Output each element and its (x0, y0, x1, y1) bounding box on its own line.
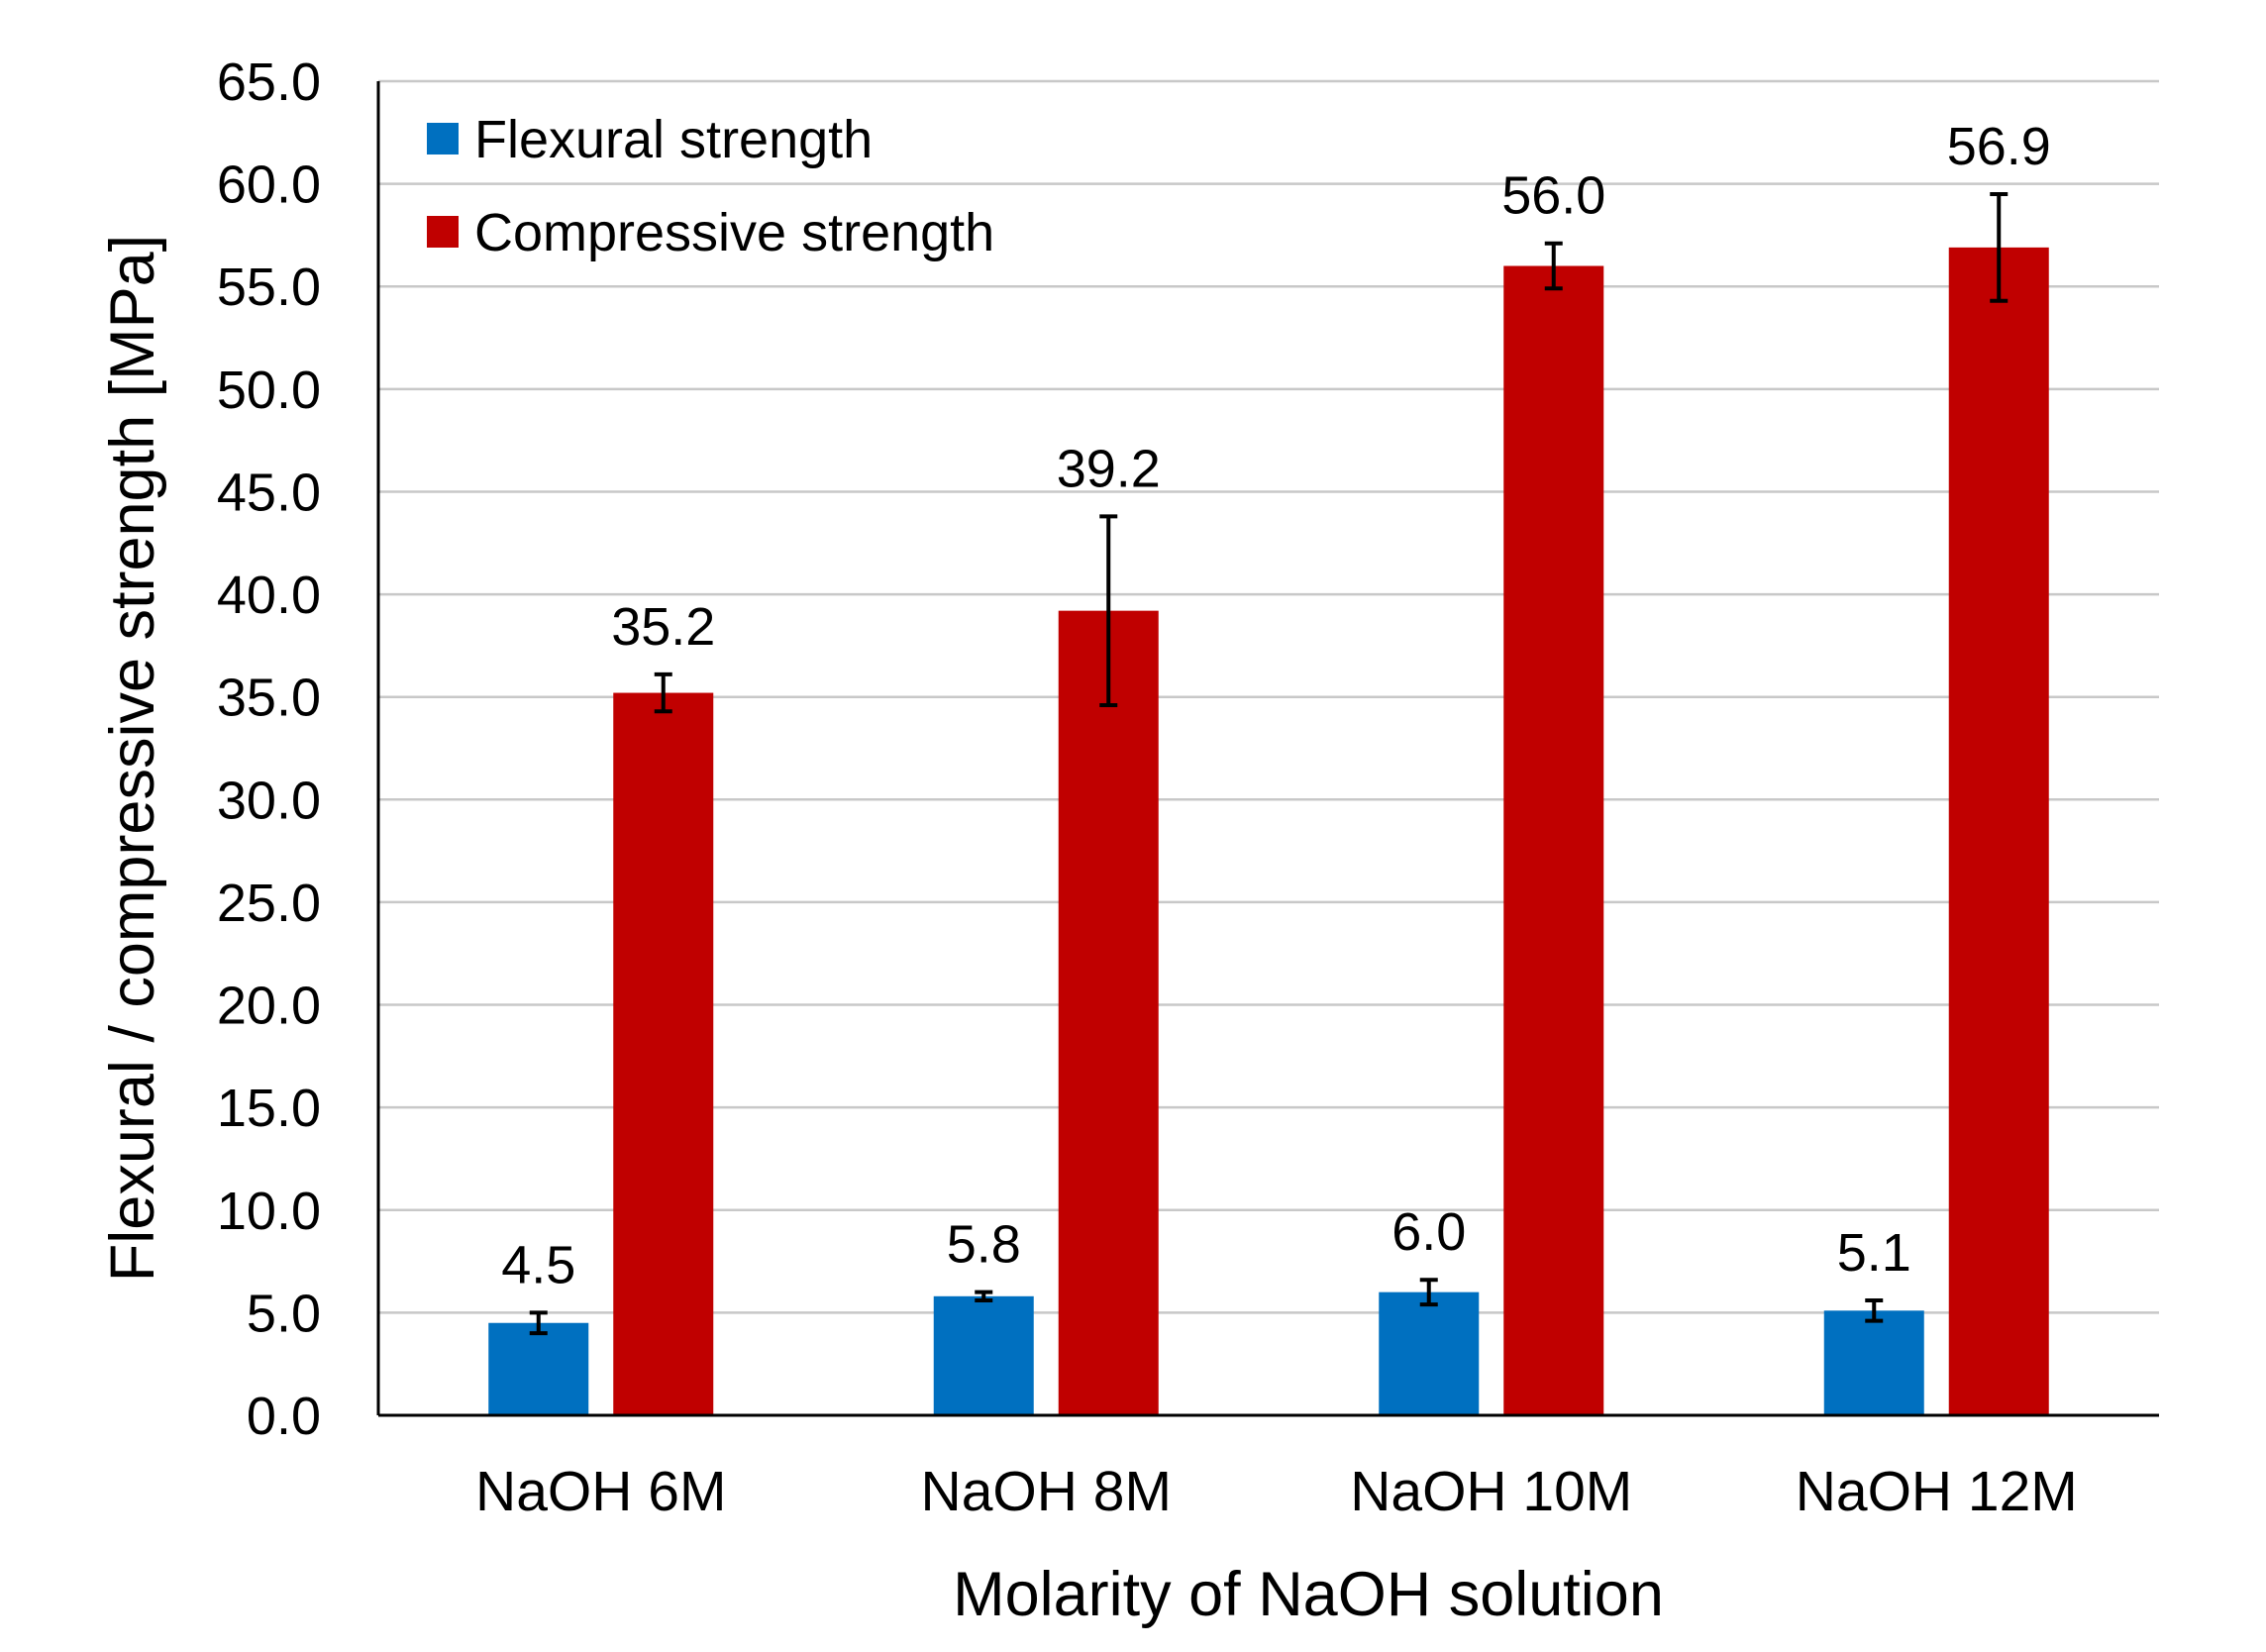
legend-label: Flexural strength (474, 110, 873, 169)
y-tick-label: 10.0 (217, 1182, 321, 1241)
compressive-bar (1503, 265, 1604, 1415)
y-tick-label: 0.0 (247, 1387, 321, 1446)
legend: Flexural strength Compressive strength (427, 110, 994, 262)
error-bar (1419, 1278, 1438, 1307)
y-tick-label: 60.0 (217, 155, 321, 215)
data-label: 4.5 (501, 1235, 575, 1294)
data-label: 56.9 (1947, 117, 2051, 176)
flexural-bar (933, 1295, 1034, 1415)
axes (376, 81, 2159, 1417)
compressive-bar (1948, 247, 2049, 1415)
error-bar (1865, 1297, 1884, 1323)
flexural-bar (1823, 1310, 1924, 1415)
data-label: 5.8 (947, 1215, 1021, 1275)
x-tick-label: NaOH 12M (1796, 1460, 2078, 1523)
error-bar (1099, 514, 1118, 707)
compressive-bar (613, 692, 714, 1415)
x-tick-label: NaOH 10M (1350, 1460, 1632, 1523)
data-label: 39.2 (1057, 439, 1161, 498)
x-tick-label: NaOH 8M (921, 1460, 1172, 1523)
y-tick-label: 65.0 (217, 52, 321, 112)
y-tick-label: 55.0 (217, 258, 321, 317)
error-bar (1990, 191, 2008, 303)
labels: 0.0 5.0 10.0 15.0 20.0 25.0 30.0 35.0 40.0 45.0 50… (98, 52, 2078, 1629)
y-tick-label: 25.0 (217, 874, 321, 933)
x-tick-label: NaOH 6M (475, 1460, 726, 1523)
y-tick-label: 5.0 (247, 1284, 321, 1343)
data-label: 56.0 (1501, 166, 1605, 226)
y-tick-label: 40.0 (217, 566, 321, 625)
y-tick-label: 30.0 (217, 771, 321, 830)
flexural-bar (488, 1322, 589, 1415)
error-bar (975, 1290, 993, 1302)
compressive-bar (1058, 610, 1159, 1415)
y-tick-label: 15.0 (217, 1079, 321, 1138)
y-tick-label: 45.0 (217, 463, 321, 522)
bars (488, 191, 2049, 1415)
x-axis-title: Molarity of NaOH solution (953, 1560, 1664, 1629)
legend-swatch (427, 123, 459, 155)
data-label: 35.2 (611, 597, 715, 657)
data-label: 5.1 (1837, 1223, 1911, 1283)
y-tick-label: 20.0 (217, 977, 321, 1036)
y-tick-label: 50.0 (217, 361, 321, 420)
data-label: 6.0 (1391, 1202, 1466, 1262)
error-bar (654, 671, 672, 714)
legend-label: Compressive strength (474, 203, 994, 262)
y-tick-label: 35.0 (217, 669, 321, 728)
flexural-bar (1379, 1291, 1480, 1415)
error-bar (529, 1310, 548, 1336)
legend-swatch (427, 216, 459, 248)
error-bar (1544, 241, 1563, 291)
y-axis-title: Flexural / compressive strength [MPa] (98, 235, 167, 1282)
